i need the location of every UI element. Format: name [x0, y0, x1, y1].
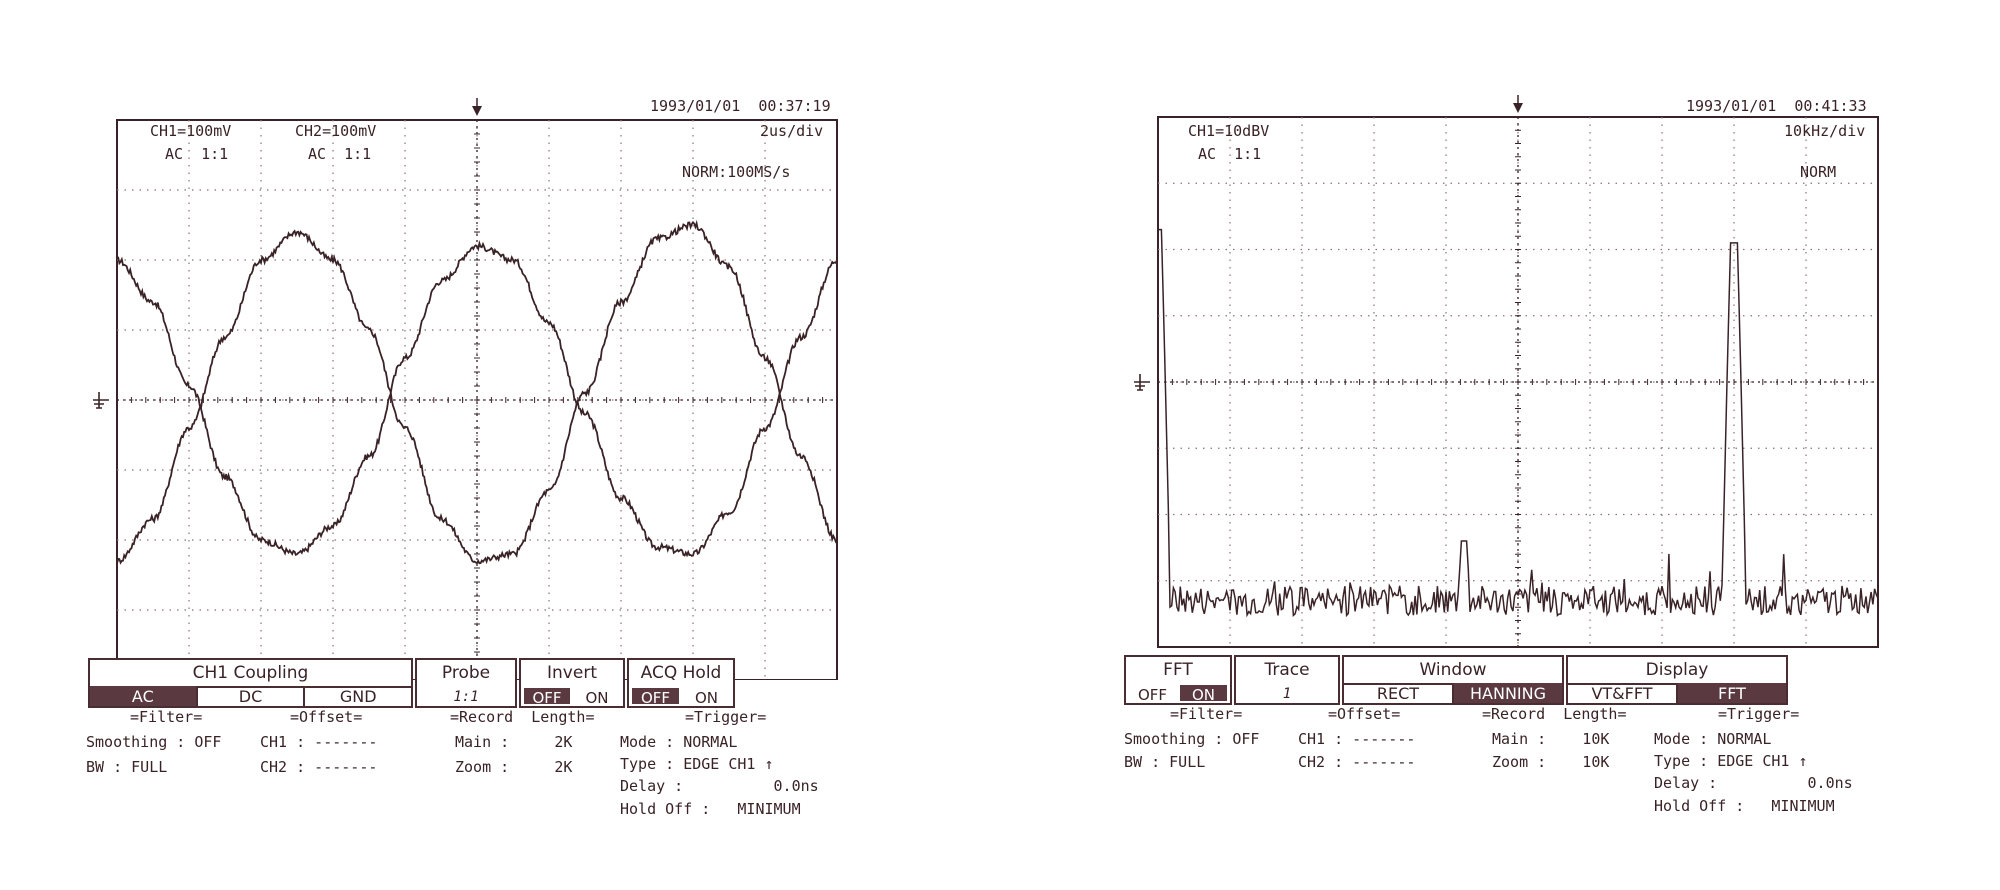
- freq-scale-readout: 10kHz/div: [1784, 122, 1866, 140]
- offset-ch1: CH1 : -------: [260, 733, 378, 751]
- display-title: Display: [1568, 657, 1786, 685]
- record-main-fft: Main : 10K: [1492, 730, 1610, 748]
- window-menu[interactable]: Window RECT HANNING: [1342, 655, 1564, 705]
- coupling-title: CH1 Coupling: [90, 660, 411, 688]
- offset-ch2: CH2 : -------: [260, 758, 378, 776]
- trigger-mode-fft: Mode : NORMAL: [1654, 730, 1772, 748]
- fft-spectrum-trace: [1158, 228, 1879, 618]
- invert-title: Invert: [547, 663, 597, 683]
- record-length-header-fft: =Record Length=: [1482, 705, 1627, 723]
- fft-trigger-marker-icon: [1513, 103, 1523, 113]
- window-rect-option[interactable]: RECT: [1376, 684, 1420, 703]
- ch2-scale: CH2=100mV: [295, 122, 377, 140]
- display-menu[interactable]: Display VT&FFT FFT: [1566, 655, 1788, 705]
- ch1-scale-fft: CH1=10dBV: [1188, 122, 1270, 140]
- ch1-trace: [117, 239, 838, 558]
- invert-off-option[interactable]: OFF: [524, 688, 570, 707]
- invert-on-option[interactable]: ON: [585, 689, 609, 707]
- timebase-readout: 2us/div: [760, 122, 824, 140]
- trace-value: 1: [1282, 686, 1292, 702]
- coupling-ac-option[interactable]: AC: [90, 686, 196, 706]
- ch2-trace: [116, 219, 838, 565]
- ch1-coupling-readout: AC 1:1: [165, 145, 229, 163]
- filter-header-fft: =Filter=: [1170, 705, 1243, 723]
- offset-ch2-fft: CH2 : -------: [1298, 753, 1416, 771]
- acq-hold-on-option[interactable]: ON: [694, 689, 719, 707]
- filter-header: =Filter=: [130, 708, 203, 726]
- record-zoom-fft: Zoom : 10K: [1492, 753, 1610, 771]
- smoothing-readout-fft: Smoothing : OFF: [1124, 730, 1260, 748]
- timestamp-right: 1993/01/01 00:41:33: [1686, 97, 1867, 115]
- smoothing-readout: Smoothing : OFF: [86, 733, 222, 751]
- fft-off-option[interactable]: OFF: [1137, 686, 1168, 704]
- timestamp-left: 1993/01/01 00:37:19: [650, 97, 831, 115]
- bw-readout: BW : FULL: [86, 758, 168, 776]
- trigger-type-fft: Type : EDGE CH1 ↑: [1654, 752, 1808, 770]
- acq-mode-readout: NORM:100MS/s: [682, 163, 791, 181]
- coupling-gnd-option[interactable]: GND: [303, 686, 411, 706]
- ch1-scale: CH1=100mV: [150, 122, 232, 140]
- display-fft-option[interactable]: FFT: [1676, 683, 1786, 703]
- fft-mode-readout: NORM: [1800, 163, 1837, 181]
- ch1-coupling-readout-fft: AC 1:1: [1198, 145, 1262, 163]
- ch1-coupling-menu[interactable]: CH1 Coupling AC DC GND: [88, 658, 413, 708]
- offset-ch1-fft: CH1 : -------: [1298, 730, 1416, 748]
- bw-readout-fft: BW : FULL: [1124, 753, 1206, 771]
- trigger-holdoff: Hold Off : MINIMUM: [620, 800, 801, 818]
- record-length-header: =Record Length=: [450, 708, 595, 726]
- record-zoom: Zoom : 2K: [455, 758, 573, 776]
- time-ground-marker-icon: [93, 392, 109, 409]
- offset-header-fft: =Offset=: [1328, 705, 1401, 723]
- trigger-delay-fft: Delay : 0.0ns: [1654, 774, 1853, 792]
- acq-hold-menu[interactable]: ACQ Hold OFF ON: [627, 658, 735, 708]
- time-domain-plot: [93, 98, 838, 680]
- scope-right: 1993/01/01 00:41:33 CH1=10dBV AC 1:1 10k…: [1000, 0, 2000, 890]
- probe-menu[interactable]: Probe 1:1: [415, 658, 517, 708]
- window-title: Window: [1344, 657, 1562, 685]
- display-vtfft-option[interactable]: VT&FFT: [1591, 684, 1653, 703]
- trigger-type: Type : EDGE CH1 ↑: [620, 755, 774, 773]
- trigger-holdoff-fft: Hold Off : MINIMUM: [1654, 797, 1835, 815]
- fft-plot: [1134, 95, 1879, 648]
- probe-value: 1:1: [453, 689, 479, 705]
- trigger-delay: Delay : 0.0ns: [620, 777, 819, 795]
- trigger-mode: Mode : NORMAL: [620, 733, 738, 751]
- acq-hold-off-option[interactable]: OFF: [632, 688, 679, 707]
- window-hanning-option[interactable]: HANNING: [1452, 683, 1562, 703]
- trace-menu[interactable]: Trace 1: [1234, 655, 1340, 705]
- acq-hold-title: ACQ Hold: [640, 663, 722, 683]
- coupling-dc-option[interactable]: DC: [195, 686, 304, 706]
- record-main: Main : 2K: [455, 733, 573, 751]
- invert-menu[interactable]: Invert OFF ON: [519, 658, 625, 708]
- offset-header: =Offset=: [290, 708, 363, 726]
- trigger-header-fft: =Trigger=: [1718, 705, 1800, 723]
- probe-title: Probe: [441, 663, 491, 683]
- trigger-header: =Trigger=: [685, 708, 767, 726]
- ch2-coupling-readout: AC 1:1: [308, 145, 372, 163]
- fft-title: FFT: [1163, 660, 1193, 680]
- trace-title: Trace: [1264, 660, 1310, 680]
- fft-on-option[interactable]: ON: [1180, 685, 1227, 704]
- fft-menu[interactable]: FFT OFF ON: [1124, 655, 1232, 705]
- scope-left: 1993/01/01 00:37:19 CH1=100mV CH2=100mV …: [86, 97, 838, 818]
- time-trigger-marker-icon: [472, 106, 482, 116]
- fft-ground-marker-icon: [1134, 374, 1150, 391]
